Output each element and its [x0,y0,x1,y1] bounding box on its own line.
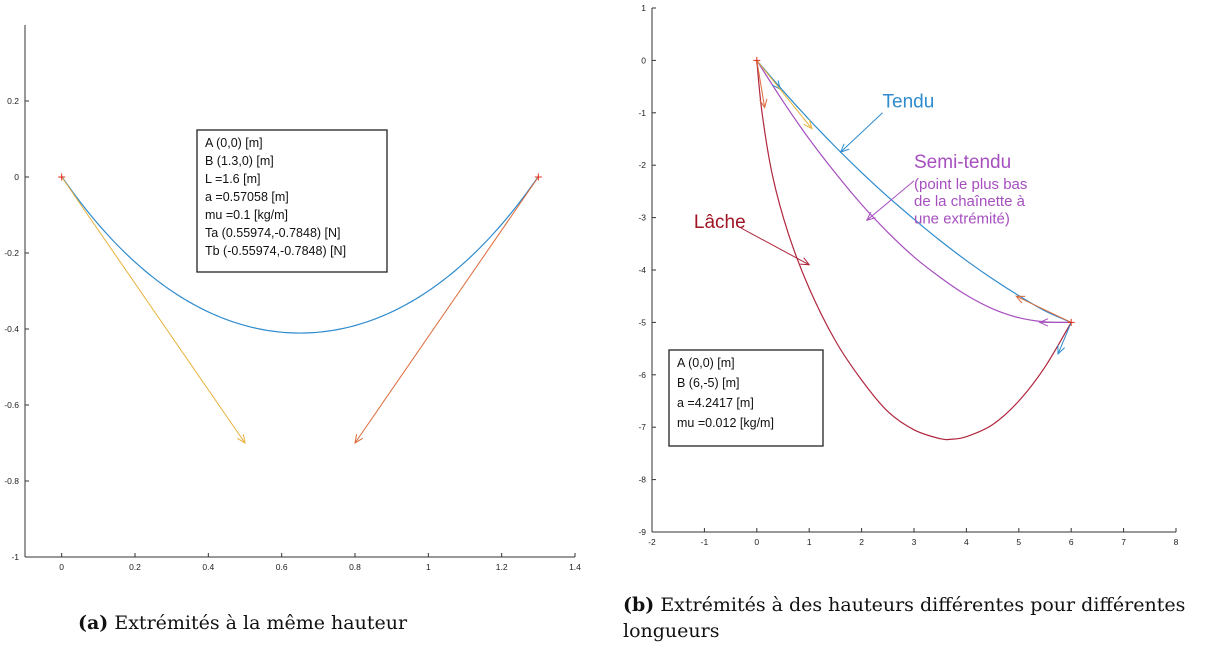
x-tick-label-a-4: 0.8 [349,562,361,572]
y-tick-label-a-2: -0.2 [4,248,19,258]
curve-lache [756,60,1072,441]
y-tick-label-a-4: -0.6 [4,400,19,410]
x-tick-label-b-2: 0 [754,537,759,547]
x-tick-label-a-2: 0.4 [202,562,214,572]
y-tick-label-b-7: -6 [638,370,646,380]
annotation-line-b-0-0: Tendu [883,92,935,113]
arrow-semi-tendu-pointer-head [865,211,876,222]
x-tick-label-b-3: 1 [807,537,812,547]
caption-a: (a) Extrémités à la même hauteur [78,610,518,636]
y-tick-label-b-0: 1 [641,3,646,13]
annotation-line-b-1-0: Semi-tendu [914,152,1011,173]
annotation-line-b-2-2: une extrémité) [914,210,1010,227]
arrow-ta-lache-head [759,98,768,109]
annotation-b-3: Lâche [694,212,746,233]
infobox-line-a-3: a =0.57058 [m] [205,190,289,204]
infobox-line-a-6: Tb (-0.55974,-0.7848) [N] [205,244,346,258]
x-tick-label-b-9: 7 [1121,537,1126,547]
caption-a-text: Extrémités à la même hauteur [114,612,408,634]
y-tick-label-b-5: -4 [638,265,646,275]
arrow-tendu-pointer [840,112,883,153]
infobox-line-b-2: a =4.2417 [m] [677,396,754,410]
annotation-b-1: Semi-tendu [914,152,1011,173]
annotation-b-0: Tendu [883,92,935,113]
infobox-line-a-1: B (1.3,0) [m] [205,154,274,168]
annotation-b-2: (point le plus bas de la chaînette à une e… [914,176,1027,228]
y-tick-label-b-8: -7 [638,422,646,432]
arrow-tension-b [354,176,539,444]
y-tick-label-a-3: -0.4 [4,324,19,334]
y-tick-label-b-9: -8 [638,475,646,485]
y-tick-label-a-5: -0.8 [4,476,19,486]
y-tick-label-b-4: -3 [638,213,646,223]
chart-b: -2 -1 0 1 2 3 4 5 6 7 8 1 0 -1 -2 -3 -4 -5 -6 -7 -8 -9 Tendu Se… [638,3,1179,547]
x-tick-label-a-1: 0.2 [129,562,141,572]
arrow-tb-tendu-head [1015,295,1026,304]
arrow-tendu-pointer-head [839,143,850,153]
arrow-tb-tendu [1015,295,1072,323]
arrow-semi-tendu-pointer [866,180,915,221]
y-tick-label-b-2: -1 [638,108,646,118]
arrow-tb-lache [1057,322,1072,355]
curve-semi-tendu [756,60,1072,324]
arrow-tb-lache-head [1057,344,1065,355]
y-tick-label-b-6: -5 [638,317,646,327]
infobox-a [196,129,388,273]
y-tick-label-a-1: 0 [14,172,19,182]
caption-b: (b) Extrémités à des hauteurs différente… [623,592,1193,644]
infobox-line-a-5: Ta (0.55974,-0.7848) [N] [205,226,341,240]
infobox-line-a-0: A (0,0) [m] [205,136,263,150]
arrow-tension-a [61,176,246,444]
x-tick-label-a-7: 1.4 [569,562,581,572]
chart-a: 0 0.2 0.4 0.6 0.8 1 1.2 1.4 0.2 0 -0.2 -0.4 -0.6 -0.8… [4,25,581,572]
arrow-ta-semi [756,60,813,129]
caption-b-text: Extrémités à des hauteurs différentes po… [623,594,1186,642]
x-tick-label-a-6: 1.2 [496,562,508,572]
y-tick-label-b-10: -9 [638,527,646,537]
arrow-tb-semi-head [1038,318,1049,327]
x-tick-label-b-6: 4 [964,537,969,547]
x-tick-label-a-0: 0 [59,562,64,572]
curve-chainette [61,176,539,334]
x-tick-label-b-10: 8 [1174,537,1179,547]
y-tick-label-b-1: 0 [641,55,646,65]
arrow-ta-semi-head [803,119,813,130]
x-tick-label-b-5: 3 [912,537,917,547]
infobox-line-b-3: mu =0.012 [kg/m] [677,416,774,430]
y-tick-label-a-0: 0.2 [7,96,19,106]
infobox-line-b-0: A (0,0) [m] [677,356,735,370]
arrow-ta-lache [756,60,766,108]
annotation-line-b-2-1: de la chaînette à [914,193,1026,210]
arrow-tension-a-head [237,434,246,445]
x-tick-label-a-3: 0.6 [276,562,288,572]
x-tick-label-b-1: -1 [701,537,709,547]
infobox-line-b-1: B (6,-5) [m] [677,376,740,390]
y-tick-label-a-6: -1 [11,552,19,562]
annotation-line-b-2-0: (point le plus bas [914,176,1027,193]
x-tick-label-a-5: 1 [426,562,431,572]
infobox-line-a-4: mu =0.1 [kg/m] [205,208,288,222]
infobox-line-a-2: L =1.6 [m] [205,172,260,186]
x-tick-label-b-0: -2 [648,537,656,547]
arrow-lache-pointer [740,227,810,266]
arrow-lache-pointer-head [800,257,811,266]
caption-b-tag: (b) [623,594,655,616]
x-tick-label-b-4: 2 [859,537,864,547]
caption-a-tag: (a) [78,612,109,634]
annotation-line-b-3-0: Lâche [694,212,746,233]
curve-tendu [756,60,1072,323]
x-tick-label-b-7: 5 [1016,537,1021,547]
x-tick-label-b-8: 6 [1069,537,1074,547]
infobox-b [668,349,824,447]
arrow-tension-b-head [354,434,363,445]
y-tick-label-b-3: -2 [638,160,646,170]
